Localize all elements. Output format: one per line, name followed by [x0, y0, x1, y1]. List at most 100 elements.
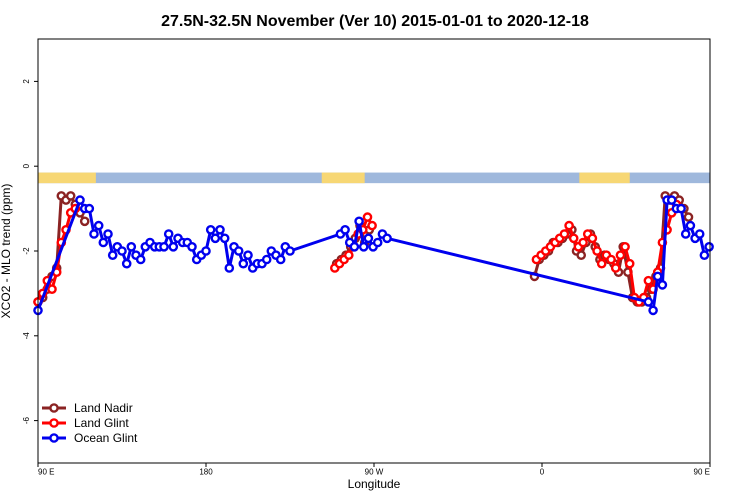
series-2-point: [349, 241, 360, 252]
series-1-point: [47, 284, 57, 295]
y-axis-label: XCO2 - MLO trend (ppm): [0, 184, 13, 319]
series-2-point: [354, 216, 364, 227]
series-2-point: [285, 246, 295, 256]
series-2-point: [187, 241, 197, 252]
series-2-point: [107, 250, 118, 260]
series-2-point: [680, 229, 691, 239]
series-0-point: [79, 216, 90, 227]
series-2-point: [93, 220, 104, 231]
series-2-point: [652, 271, 663, 282]
series-1-point: [606, 254, 616, 265]
series-1-point: [624, 258, 635, 269]
series-2-point: [135, 254, 146, 265]
series-1-point: [596, 258, 607, 269]
series-2-point: [121, 258, 132, 269]
series-2-point: [666, 195, 677, 205]
x-axis-label: Longitude: [348, 477, 401, 491]
series-layer: [33, 191, 714, 316]
series-2-point: [648, 305, 658, 316]
land-ocean-strip: [38, 172, 710, 184]
series-1-point: [643, 275, 654, 286]
series-2-point: [340, 224, 350, 235]
series-1-point: [578, 237, 588, 248]
legend-label: Ocean Glint: [74, 431, 138, 445]
legend-item-1: Land Glint: [42, 416, 129, 430]
strip-land-2: [579, 172, 630, 184]
series-2-point: [685, 220, 696, 231]
series-2-point: [233, 246, 244, 256]
y-tick-label: -4: [22, 332, 31, 340]
legend-label: Land Glint: [74, 416, 129, 430]
series-2: [33, 195, 714, 316]
series-2-point: [98, 237, 109, 248]
series-1-point: [343, 250, 354, 260]
series-1-point: [610, 263, 621, 273]
x-tick-label: 90 W: [365, 468, 384, 477]
series-0-point: [65, 191, 76, 201]
series-1-point: [367, 220, 377, 231]
series-1-point: [620, 241, 630, 252]
series-2-point: [382, 233, 392, 244]
series-2-point: [275, 254, 286, 265]
series-1-point: [568, 233, 579, 244]
series-2-point: [163, 229, 174, 239]
series-2-point: [372, 237, 383, 248]
series-0-point: [683, 212, 694, 222]
series-2-point: [89, 229, 99, 239]
series-2-point: [643, 297, 654, 307]
series-2-point: [261, 254, 272, 265]
series-2-point: [219, 233, 230, 244]
x-tick-label: 0: [540, 468, 545, 477]
legend-label: Land Nadir: [74, 401, 133, 415]
y-tick-label: 2: [22, 79, 31, 84]
series-2-point: [676, 203, 686, 214]
series-2-point: [243, 250, 253, 260]
y-tick-label: 0: [22, 163, 31, 168]
series-2-point: [201, 246, 211, 256]
series-2-point: [699, 250, 710, 260]
legend-item-2: Ocean Glint: [42, 431, 138, 445]
legend-marker: [49, 403, 59, 413]
series-2-point: [694, 229, 705, 239]
series-2-point: [103, 229, 113, 239]
series-2-point: [159, 241, 169, 252]
series-0-point: [576, 250, 587, 260]
strip-land-1: [321, 172, 365, 184]
legend-marker: [49, 418, 59, 428]
series-1-point: [615, 250, 626, 260]
x-tick-label: 90 E: [38, 468, 54, 477]
series-2-point: [238, 258, 249, 269]
series-2-point: [224, 263, 235, 273]
series-1-point: [592, 246, 602, 256]
y-tick-label: -2: [22, 247, 31, 255]
strip-ocean: [38, 172, 710, 184]
series-1: [33, 199, 682, 307]
series-2-point: [117, 246, 127, 256]
series-2-point: [205, 224, 216, 235]
legend-item-0: Land Nadir: [42, 401, 133, 415]
x-tick-label: 90 E: [694, 468, 710, 477]
series-2-point: [75, 195, 85, 205]
y-axis: 2 0 -2 -4 -6: [22, 79, 38, 424]
series-2-point: [168, 241, 179, 252]
series-1-point: [362, 212, 373, 222]
series-2-point: [358, 241, 369, 252]
series-1-point: [564, 220, 574, 231]
series-1-point: [587, 233, 598, 244]
series-2-point: [657, 280, 668, 290]
series-2-point: [215, 224, 225, 235]
strip-land-0: [38, 172, 96, 184]
legend-marker: [49, 433, 59, 443]
series-2-point: [126, 241, 137, 252]
series-2-point: [84, 203, 95, 214]
y-tick-label: -6: [22, 416, 31, 424]
chart-title: 27.5N-32.5N November (Ver 10) 2015-01-01…: [161, 13, 589, 30]
series-2-point: [704, 241, 714, 252]
x-axis: 90 E 180 90 W 0 90 E: [37, 463, 711, 477]
series-2-point: [210, 233, 221, 244]
series-2-point: [363, 233, 374, 244]
series-1-point: [559, 229, 570, 239]
x-tick-label: 180: [199, 468, 213, 477]
